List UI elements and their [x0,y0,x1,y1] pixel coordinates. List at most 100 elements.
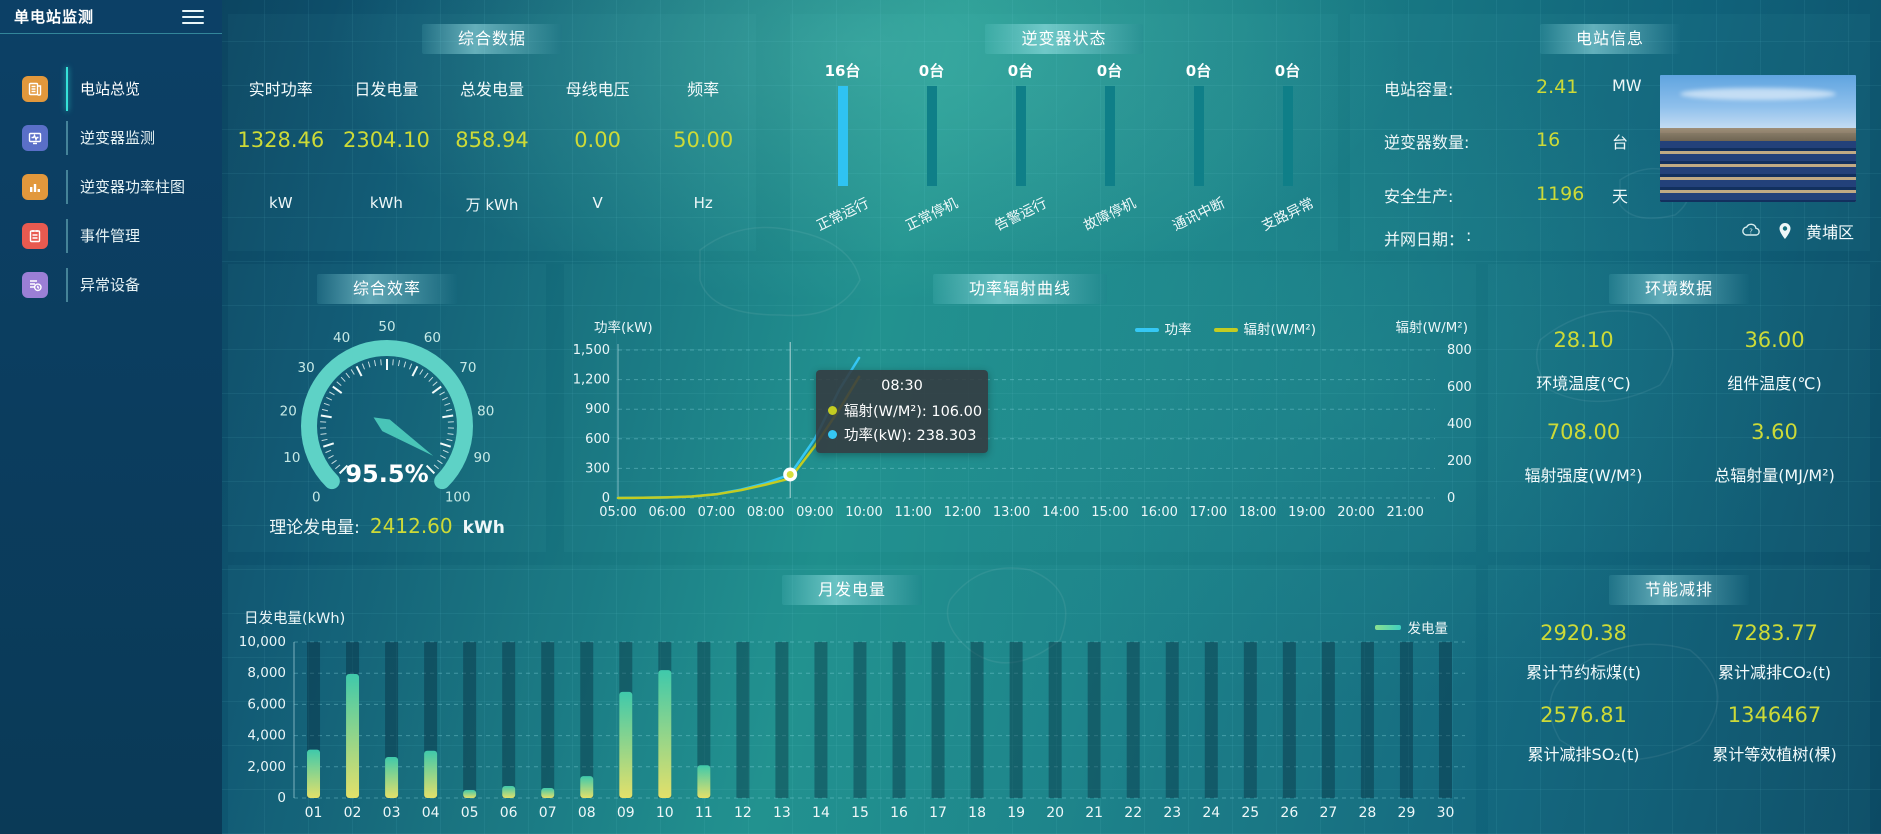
inverter-status-1[interactable]: 0台 正常停机 [903,62,961,235]
svg-text:30: 30 [1437,805,1455,821]
svg-text:22: 22 [1124,805,1142,821]
monthly-bar-chart[interactable]: 0 2,000 4,000 6,000 8,000 10,000 日发电量(kWh) 01 02… [228,565,1476,834]
svg-text:600: 600 [585,432,610,447]
svg-text:24: 24 [1202,805,1220,821]
svg-text:0: 0 [277,790,286,806]
bar-01[interactable] [307,749,321,798]
svg-text:04: 04 [422,805,440,821]
bar-08[interactable] [580,776,594,798]
bar-shadow-21 [1087,642,1101,798]
svg-text:13:00: 13:00 [993,505,1030,520]
sidebar-item-event-management[interactable]: 事件管理 [0,211,222,260]
sidebar-item-station-overview[interactable]: 电站总览 [0,64,222,113]
tooltip-radiation: 辐射(W/M²): 106.00 [828,400,982,421]
svg-text:05: 05 [461,805,479,821]
bar-03[interactable] [385,756,399,798]
power-radiation-line-chart[interactable]: 0 300 600 900 1,200 1,500 0 200 400 600 800 05:00 06… [564,334,1476,534]
panel-environment: 环境数据 28.10 环境温度(℃) 36.00 组件温度(℃) 708.00 … [1488,264,1870,552]
panel-power-curve: 功率辐射曲线 功率(kW) 功率 辐射(W/M²) 辐射(W/M²) 0 300 6… [564,264,1476,552]
svg-text:26: 26 [1280,805,1298,821]
sidebar-item-inverter-power-bars[interactable]: 逆变器功率柱图 [0,162,222,211]
svg-text:20: 20 [280,403,297,419]
svg-text:17:00: 17:00 [1190,505,1227,520]
sidebar-item-abnormal-devices[interactable]: 异常设备 [0,260,222,309]
svg-text:8,000: 8,000 [247,665,286,681]
efficiency-gauge-chart[interactable]: 0 10 20 30 40 50 60 70 80 90 100 95.5% [228,308,546,524]
svg-text:0: 0 [602,491,610,506]
bar-shadow-30 [1438,642,1452,798]
inverter-status-3[interactable]: 0台 故障停机 [1081,62,1139,235]
monthly-legend[interactable]: 发电量 [1374,617,1448,637]
saving-metrics: 2920.38 累计节约标煤(t) 7283.77 累计减排CO₂(t) 257… [1488,621,1870,765]
svg-text:300: 300 [585,461,610,476]
svg-text:11: 11 [695,805,713,821]
svg-text:600: 600 [1447,380,1472,395]
svg-text:1,500: 1,500 [573,343,610,358]
weather-cloud-icon[interactable]: ? [1740,223,1764,239]
svg-text:19:00: 19:00 [1288,505,1325,520]
summary-metrics: 实时功率 1328.46 kW 日发电量 2304.10 kWh 总发电量 85… [228,76,756,215]
location-row: ? 黄埔区 [1740,219,1854,243]
svg-text:6,000: 6,000 [247,696,286,712]
tooltip-power: 功率(kW): 238.303 [828,424,977,445]
svg-text:10: 10 [283,450,300,466]
inverter-status-4[interactable]: 0台 通讯中断 [1170,62,1228,235]
bar-04[interactable] [424,750,438,798]
location-pin-icon[interactable] [1778,222,1792,240]
bar-06[interactable] [502,785,516,798]
metric-so2-reduced: 2576.81 累计减排SO₂(t) [1527,703,1640,764]
left-axis-title: 功率(kW) [594,320,653,336]
bar-09[interactable] [619,691,633,798]
inverter-status-5[interactable]: 0台 支路异常 [1259,62,1317,235]
svg-text:08: 08 [578,805,596,821]
bar-shadow-18 [970,642,984,798]
bar-shadow-05 [463,642,477,798]
panel-monthly-generation: 0 2,000 4,000 6,000 8,000 10,000 日发电量(kWh) 01 02… [228,565,1476,834]
sidebar-item-label: 异常设备 [80,276,141,294]
bar-shadow-23 [1165,642,1179,798]
abnormal-device-icon [22,271,48,298]
environment-metrics: 28.10 环境温度(℃) 36.00 组件温度(℃) 708.00 辐射强度(… [1488,328,1870,486]
app-title: 单电站监测 [14,8,95,26]
panel-title: 环境数据 [1608,274,1749,304]
panel-title: 功率辐射曲线 [932,274,1107,304]
station-overview-icon [22,75,48,102]
accent-bar [66,267,68,302]
panel-station-info: 电站信息 电站容量: 2.41 MW 逆变器数量: 16 台 安全生产: 119… [1350,14,1870,251]
svg-text:21:00: 21:00 [1386,505,1423,520]
panel-title: 节能减排 [1608,575,1749,605]
accent-bar [66,120,68,155]
bar-11[interactable] [697,765,711,798]
hamburger-menu-icon[interactable] [182,6,204,28]
metric-radiation-intensity: 708.00 辐射强度(W/M²) [1524,420,1643,485]
legend-power[interactable]: 功率 [1134,318,1192,338]
district-label[interactable]: 黄埔区 [1805,223,1854,242]
svg-text:08:00: 08:00 [747,505,784,520]
inverter-status-2[interactable]: 0台 告警运行 [992,62,1050,235]
sidebar-item-inverter-monitor[interactable]: 逆变器监测 [0,113,222,162]
bar-10[interactable] [658,670,672,798]
svg-text:2,000: 2,000 [247,759,286,775]
panel-title: 月发电量 [781,575,922,605]
bar-shadow-26 [1282,642,1296,798]
svg-text:18: 18 [968,805,986,821]
bar-shadow-29 [1399,642,1413,798]
panel-efficiency: 综合效率 0 10 20 30 40 50 60 70 80 90 100 95.5% 理论发电量: … [228,264,546,552]
bar-07[interactable] [541,788,555,798]
gauge-arc [301,340,473,490]
panel-summary-data: 综合数据 实时功率 1328.46 kW 日发电量 2304.10 kWh 总发… [228,14,756,251]
svg-text:27: 27 [1319,805,1337,821]
svg-text:25: 25 [1241,805,1259,821]
bar-shadow-12 [736,642,750,798]
bar-05[interactable] [463,790,477,798]
svg-text:09: 09 [617,805,635,821]
bar-shadow-19 [1009,642,1023,798]
svg-text:06:00: 06:00 [648,505,685,520]
active-accent-bar [66,66,68,111]
inverter-status-chart[interactable]: 16台 正常运行 0台 正常停机 0台 告警运行 0台 故障停机 0台 通讯中断 0台 支… [798,60,1332,235]
gauge-needle [373,417,434,456]
event-clipboard-icon [22,222,48,249]
bar-02[interactable] [346,673,360,798]
legend-radiation[interactable]: 辐射(W/M²) [1213,318,1316,338]
inverter-status-0[interactable]: 16台 正常运行 [814,62,872,235]
